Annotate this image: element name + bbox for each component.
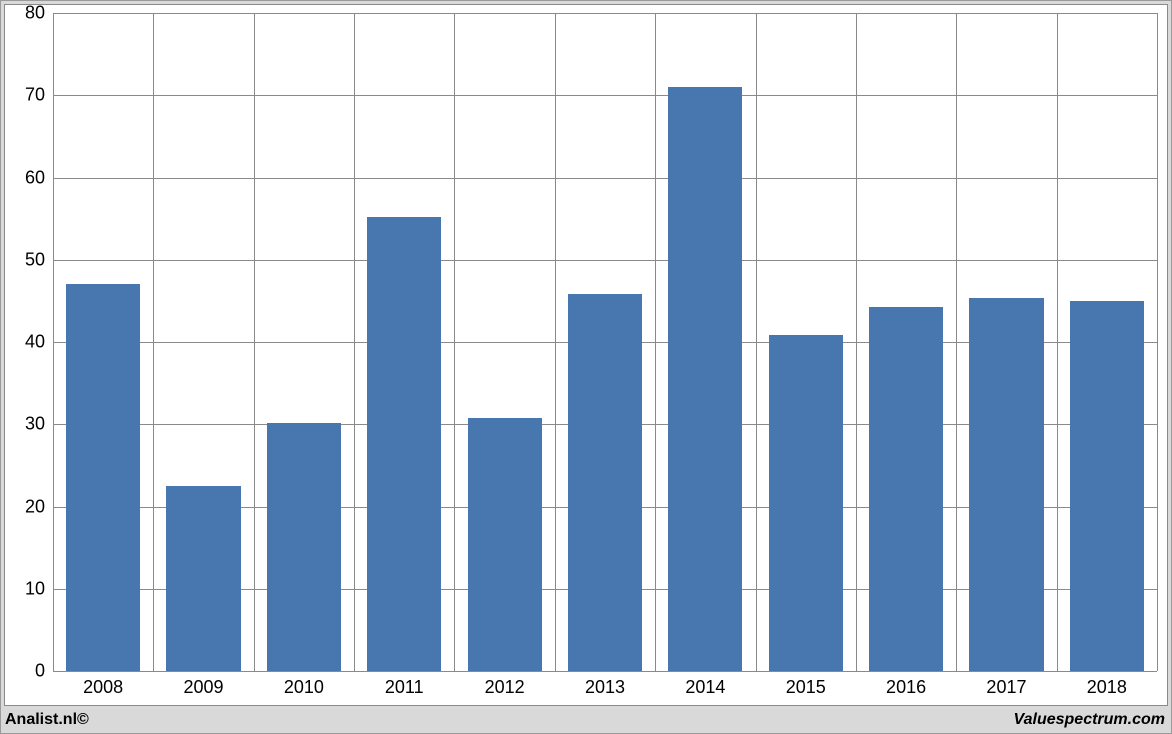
gridline-v <box>53 13 54 671</box>
plot-area: 0102030405060708020082009201020112012201… <box>53 13 1157 671</box>
x-tick-label: 2010 <box>284 677 324 698</box>
y-tick-label: 60 <box>25 167 45 188</box>
gridline-v <box>354 13 355 671</box>
x-tick-label: 2008 <box>83 677 123 698</box>
bar <box>1070 301 1144 671</box>
y-tick-label: 40 <box>25 332 45 353</box>
gridline-h <box>53 95 1157 96</box>
gridline-h <box>53 178 1157 179</box>
gridline-h <box>53 260 1157 261</box>
chart-container: 0 10 20 30 40 50 60 70 80 2008 2009 2010 2011 2012 201… <box>0 0 1172 734</box>
y-tick-label: 10 <box>25 578 45 599</box>
footer-left-credit: Analist.nl© <box>5 711 89 729</box>
y-tick-label: 20 <box>25 496 45 517</box>
footer-right-credit: Valuespectrum.com <box>1014 711 1165 729</box>
plot-frame: 0 10 20 30 40 50 60 70 80 2008 2009 2010 2011 2012 201… <box>4 4 1168 706</box>
x-tick-label: 2011 <box>385 677 424 698</box>
gridline-v <box>1057 13 1058 671</box>
y-tick-label: 80 <box>25 3 45 24</box>
gridline-h <box>53 671 1157 672</box>
x-tick-label: 2014 <box>685 677 725 698</box>
bar <box>468 418 542 671</box>
x-tick-label: 2009 <box>184 677 224 698</box>
gridline-v <box>756 13 757 671</box>
gridline-v <box>1157 13 1158 671</box>
y-tick-label: 0 <box>35 661 45 682</box>
x-tick-label: 2012 <box>485 677 525 698</box>
y-tick-label: 50 <box>25 249 45 270</box>
bar <box>267 423 341 671</box>
x-tick-label: 2016 <box>886 677 926 698</box>
bar <box>367 217 441 671</box>
x-tick-label: 2018 <box>1087 677 1127 698</box>
gridline-v <box>454 13 455 671</box>
bar <box>969 298 1043 671</box>
bar <box>869 307 943 671</box>
gridline-v <box>655 13 656 671</box>
gridline-v <box>153 13 154 671</box>
x-tick-label: 2015 <box>786 677 826 698</box>
bar <box>66 284 140 671</box>
bar <box>568 294 642 671</box>
y-tick-label: 70 <box>25 85 45 106</box>
gridline-v <box>555 13 556 671</box>
y-tick-label: 30 <box>25 414 45 435</box>
gridline-v <box>956 13 957 671</box>
gridline-h <box>53 13 1157 14</box>
x-tick-label: 2013 <box>585 677 625 698</box>
bar <box>166 486 240 671</box>
bar <box>769 335 843 671</box>
bar <box>668 87 742 671</box>
x-tick-label: 2017 <box>986 677 1026 698</box>
gridline-v <box>856 13 857 671</box>
gridline-v <box>254 13 255 671</box>
